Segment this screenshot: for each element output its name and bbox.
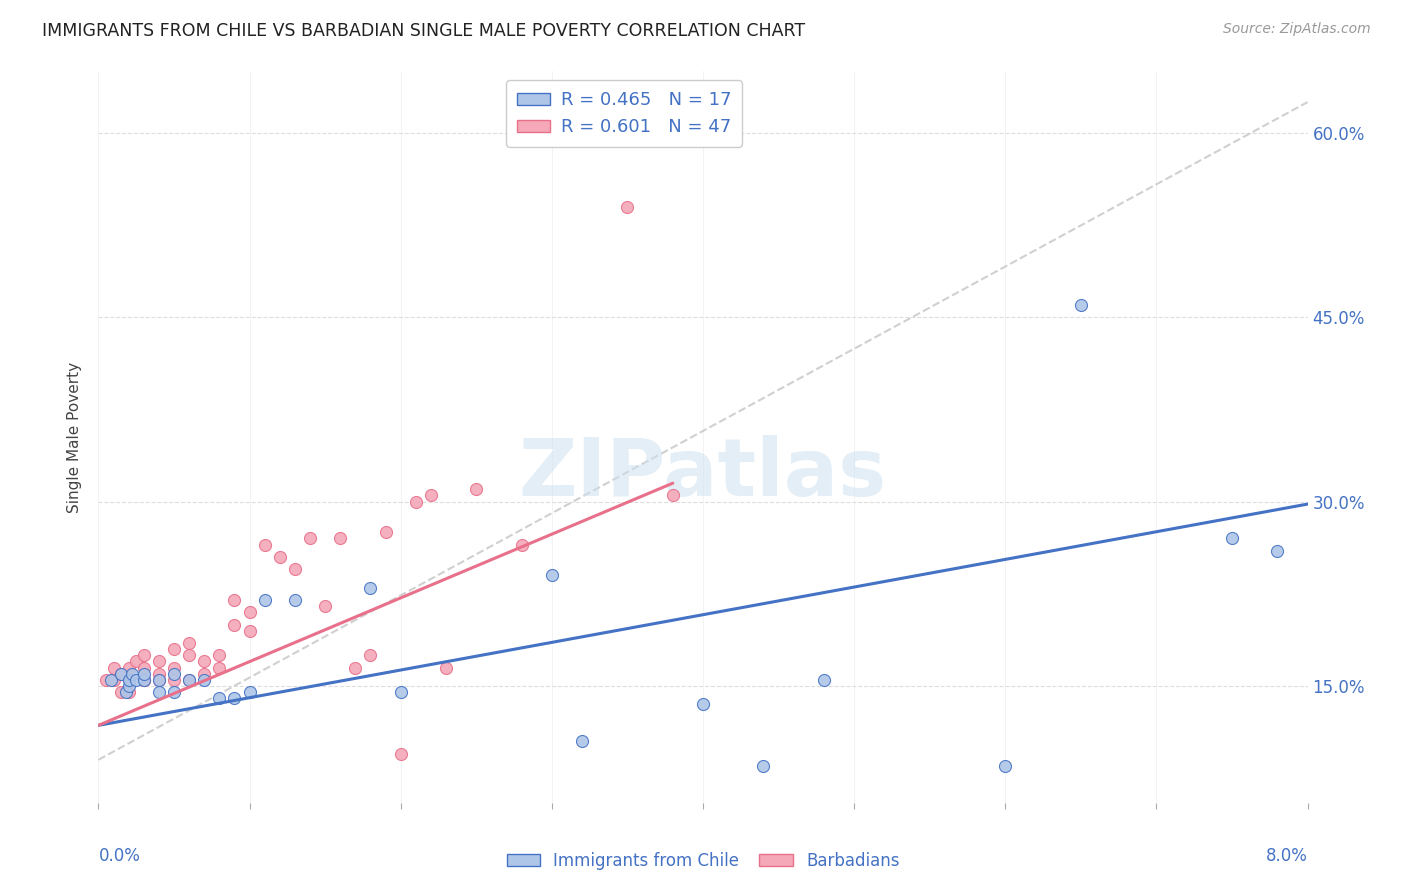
Point	[148, 673, 170, 687]
Point	[374, 525, 396, 540]
Point	[179, 673, 201, 687]
Point	[125, 673, 148, 687]
Point	[163, 660, 186, 674]
Point	[1267, 543, 1289, 558]
Point	[239, 685, 262, 699]
Point	[114, 685, 136, 699]
Point	[179, 636, 201, 650]
Point	[103, 660, 125, 674]
Point	[148, 685, 170, 699]
Point	[132, 673, 155, 687]
Point	[224, 691, 246, 706]
Point	[253, 538, 276, 552]
Point	[148, 673, 170, 687]
Point	[405, 494, 427, 508]
Point	[148, 666, 170, 681]
Point	[253, 593, 276, 607]
Point	[163, 666, 186, 681]
Point	[163, 673, 186, 687]
Point	[110, 685, 132, 699]
Point	[510, 538, 533, 552]
Point	[208, 660, 231, 674]
Point	[125, 655, 148, 669]
Point	[224, 617, 246, 632]
Point	[132, 673, 155, 687]
Point	[208, 648, 231, 663]
Text: 0.0%: 0.0%	[98, 847, 141, 864]
Point	[994, 759, 1017, 773]
Point	[360, 581, 382, 595]
Point	[132, 666, 155, 681]
Legend: Immigrants from Chile, Barbadians: Immigrants from Chile, Barbadians	[501, 846, 905, 877]
Point	[360, 648, 382, 663]
Point	[118, 685, 141, 699]
Point	[132, 648, 155, 663]
Text: IMMIGRANTS FROM CHILE VS BARBADIAN SINGLE MALE POVERTY CORRELATION CHART: IMMIGRANTS FROM CHILE VS BARBADIAN SINGL…	[42, 22, 806, 40]
Point	[118, 660, 141, 674]
Point	[110, 666, 132, 681]
Point	[389, 685, 412, 699]
Point	[813, 673, 835, 687]
Point	[193, 673, 215, 687]
Point	[208, 691, 231, 706]
Point	[193, 666, 215, 681]
Point	[329, 532, 352, 546]
Point	[284, 593, 307, 607]
Point	[103, 673, 125, 687]
Point	[121, 666, 143, 681]
Point	[465, 483, 488, 497]
Point	[389, 747, 412, 761]
Point	[118, 673, 141, 687]
Point	[420, 488, 443, 502]
Point	[1070, 298, 1092, 312]
Point	[692, 698, 714, 712]
Point	[434, 660, 457, 674]
Point	[148, 655, 170, 669]
Point	[1220, 532, 1243, 546]
Point	[179, 648, 201, 663]
Point	[100, 673, 122, 687]
Point	[118, 673, 141, 687]
Point	[110, 666, 132, 681]
Point	[752, 759, 775, 773]
Text: Source: ZipAtlas.com: Source: ZipAtlas.com	[1223, 22, 1371, 37]
Point	[571, 734, 593, 748]
Legend: R = 0.465   N = 17, R = 0.601   N = 47: R = 0.465 N = 17, R = 0.601 N = 47	[506, 80, 742, 147]
Point	[193, 655, 215, 669]
Point	[118, 679, 141, 693]
Point	[284, 562, 307, 576]
Point	[344, 660, 367, 674]
Point	[163, 685, 186, 699]
Point	[662, 488, 685, 502]
Point	[314, 599, 336, 613]
Point	[179, 673, 201, 687]
Text: ZIPatlas: ZIPatlas	[519, 434, 887, 513]
Point	[239, 605, 262, 619]
Point	[163, 642, 186, 657]
Point	[132, 660, 155, 674]
Point	[299, 532, 322, 546]
Point	[224, 593, 246, 607]
Point	[132, 673, 155, 687]
Point	[541, 568, 564, 582]
Text: 8.0%: 8.0%	[1265, 847, 1308, 864]
Point	[239, 624, 262, 638]
Point	[94, 673, 117, 687]
Point	[269, 549, 291, 564]
Point	[616, 200, 638, 214]
Y-axis label: Single Male Poverty: Single Male Poverty	[67, 361, 83, 513]
